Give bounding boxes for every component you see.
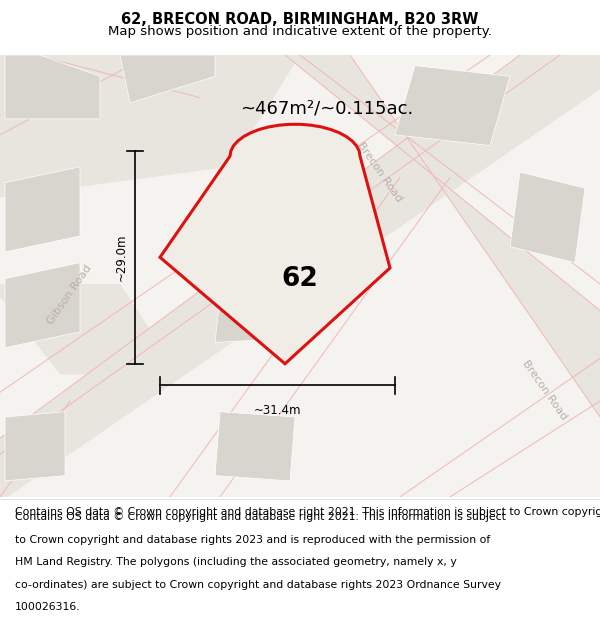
Polygon shape bbox=[510, 172, 585, 262]
Text: ~467m²/~0.115ac.: ~467m²/~0.115ac. bbox=[240, 99, 413, 118]
Polygon shape bbox=[0, 55, 300, 199]
Polygon shape bbox=[5, 55, 100, 119]
Polygon shape bbox=[120, 55, 215, 103]
Text: to Crown copyright and database rights 2023 and is reproduced with the permissio: to Crown copyright and database rights 2… bbox=[15, 534, 490, 544]
Polygon shape bbox=[0, 55, 600, 503]
Polygon shape bbox=[215, 247, 320, 342]
Text: Contains OS data © Crown copyright and database right 2021. This information is : Contains OS data © Crown copyright and d… bbox=[15, 512, 506, 522]
Text: Brecon Road: Brecon Road bbox=[356, 141, 404, 204]
Polygon shape bbox=[5, 262, 80, 348]
Polygon shape bbox=[215, 412, 295, 481]
Polygon shape bbox=[0, 284, 180, 374]
Text: HM Land Registry. The polygons (including the associated geometry, namely x, y: HM Land Registry. The polygons (includin… bbox=[15, 557, 457, 567]
Polygon shape bbox=[160, 124, 390, 364]
Text: ~29.0m: ~29.0m bbox=[115, 234, 128, 281]
Text: ~31.4m: ~31.4m bbox=[254, 404, 301, 418]
Polygon shape bbox=[285, 55, 600, 417]
Text: 100026316.: 100026316. bbox=[15, 602, 80, 612]
Text: co-ordinates) are subject to Crown copyright and database rights 2023 Ordnance S: co-ordinates) are subject to Crown copyr… bbox=[15, 579, 501, 589]
Text: Contains OS data © Crown copyright and database right 2021. This information is : Contains OS data © Crown copyright and d… bbox=[15, 507, 600, 517]
Text: Gibson Road: Gibson Road bbox=[46, 263, 94, 326]
Text: Map shows position and indicative extent of the property.: Map shows position and indicative extent… bbox=[108, 26, 492, 39]
Text: Brecon Road: Brecon Road bbox=[521, 359, 569, 422]
Text: 62: 62 bbox=[281, 266, 319, 292]
Text: 62, BRECON ROAD, BIRMINGHAM, B20 3RW: 62, BRECON ROAD, BIRMINGHAM, B20 3RW bbox=[121, 12, 479, 27]
Polygon shape bbox=[5, 167, 80, 252]
Polygon shape bbox=[5, 412, 65, 481]
Polygon shape bbox=[395, 66, 510, 146]
